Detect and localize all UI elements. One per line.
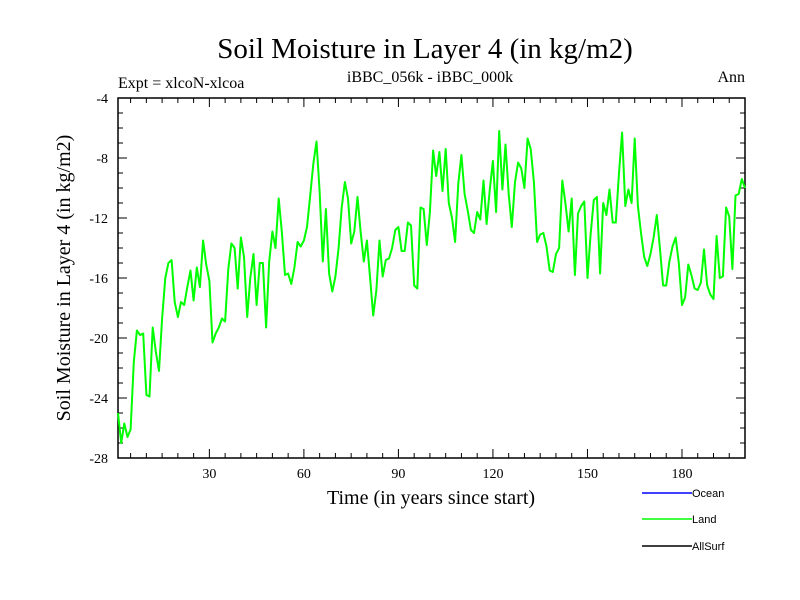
x-tick-label: 90 bbox=[391, 467, 405, 482]
y-tick-labels: -28 -24 -20 -16 -12 -8 -4 bbox=[89, 92, 108, 467]
plot-frame bbox=[117, 97, 746, 459]
x-tick-label: 30 bbox=[202, 467, 216, 482]
x-axis-label: Time (in years since start) bbox=[327, 487, 535, 509]
y-tick-label: -16 bbox=[89, 272, 108, 287]
legend-label-land: Land bbox=[692, 514, 716, 526]
x-tick-label: 120 bbox=[482, 467, 503, 482]
x-tick-label: 180 bbox=[671, 467, 692, 482]
axis-ticks bbox=[118, 98, 745, 458]
legend: Ocean Land AllSurf bbox=[642, 488, 725, 553]
series-line-land bbox=[117, 130, 746, 444]
legend-label-allsurf: AllSurf bbox=[692, 541, 725, 553]
x-tick-label: 150 bbox=[577, 467, 598, 482]
y-tick-label: -20 bbox=[89, 332, 108, 347]
x-tick-label: 60 bbox=[297, 467, 311, 482]
comparison-label: iBBC_056k - iBBC_000k bbox=[347, 69, 513, 86]
y-tick-label: -12 bbox=[89, 212, 108, 227]
y-tick-label: -8 bbox=[96, 152, 108, 167]
y-tick-label: -4 bbox=[96, 92, 108, 107]
experiment-label: Expt = xlcoN-xlcoa bbox=[118, 75, 244, 92]
y-tick-label: -24 bbox=[89, 392, 108, 407]
season-label: Ann bbox=[717, 69, 745, 86]
y-tick-label: -28 bbox=[89, 452, 108, 467]
legend-label-ocean: Ocean bbox=[692, 488, 724, 500]
chart-title: Soil Moisture in Layer 4 (in kg/m2) bbox=[217, 33, 633, 65]
x-tick-labels: 30 60 90 120 150 180 bbox=[202, 467, 692, 482]
y-axis-label: Soil Moisture in Layer 4 (in kg/m2) bbox=[53, 135, 75, 422]
